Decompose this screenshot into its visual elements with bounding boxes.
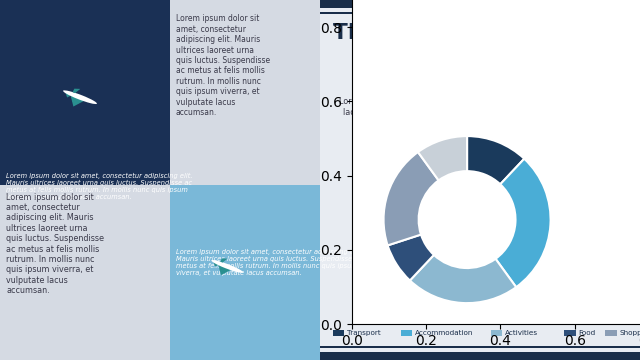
Ellipse shape [72, 100, 79, 103]
FancyBboxPatch shape [333, 330, 344, 336]
Polygon shape [65, 91, 74, 98]
Bar [0, 185, 170, 360]
Wedge shape [418, 136, 467, 180]
Text: TRAVEL BUDGET PLANNING: TRAVEL BUDGET PLANNING [333, 23, 640, 44]
Polygon shape [220, 258, 227, 262]
Bar [320, 0, 640, 8]
Bar [320, 352, 640, 360]
Ellipse shape [220, 269, 227, 272]
Bar [170, 0, 320, 185]
Ellipse shape [63, 90, 97, 104]
Text: Lorem ipsum dolor sit
amet, consectetur
adipiscing elit. Mauris
ultrices laoreet: Lorem ipsum dolor sit amet, consectetur … [176, 14, 270, 117]
FancyBboxPatch shape [401, 330, 413, 336]
FancyBboxPatch shape [491, 330, 502, 336]
Text: Accommodation: Accommodation [415, 330, 474, 336]
Bar [320, 12, 640, 14]
Text: Shopping: Shopping [620, 330, 640, 336]
Wedge shape [383, 152, 438, 246]
Polygon shape [72, 89, 81, 93]
Wedge shape [495, 159, 550, 287]
Wedge shape [410, 255, 516, 303]
Bar [320, 0, 640, 360]
Text: Lorem ipsum dolor sit amet, consectetur adipiscing elit. Mauris ultrices
laoreet: Lorem ipsum dolor sit amet, consectetur … [339, 97, 625, 117]
Ellipse shape [211, 260, 243, 273]
FancyBboxPatch shape [564, 330, 576, 336]
Bar [0, 0, 170, 185]
Polygon shape [218, 264, 235, 275]
Polygon shape [213, 261, 222, 267]
Wedge shape [467, 136, 524, 184]
Bar [320, 346, 640, 348]
Bar [170, 185, 320, 360]
Text: Transport: Transport [347, 330, 381, 336]
Polygon shape [70, 95, 88, 107]
Text: Lorem ipsum dolor sit amet, consectetur adipiscing elit.
Mauris ultrices laoreet: Lorem ipsum dolor sit amet, consectetur … [176, 248, 362, 276]
FancyBboxPatch shape [605, 330, 617, 336]
Wedge shape [388, 235, 434, 280]
Text: Lorem ipsum dolor sit
amet, consectetur
adipiscing elit. Mauris
ultrices laoreet: Lorem ipsum dolor sit amet, consectetur … [6, 193, 104, 295]
Text: Activities: Activities [505, 330, 538, 336]
Text: Food: Food [579, 330, 596, 336]
Text: Lorem ipsum dolor sit amet, consectetur adipiscing elit.
Mauris ultrices laoreet: Lorem ipsum dolor sit amet, consectetur … [6, 173, 193, 200]
